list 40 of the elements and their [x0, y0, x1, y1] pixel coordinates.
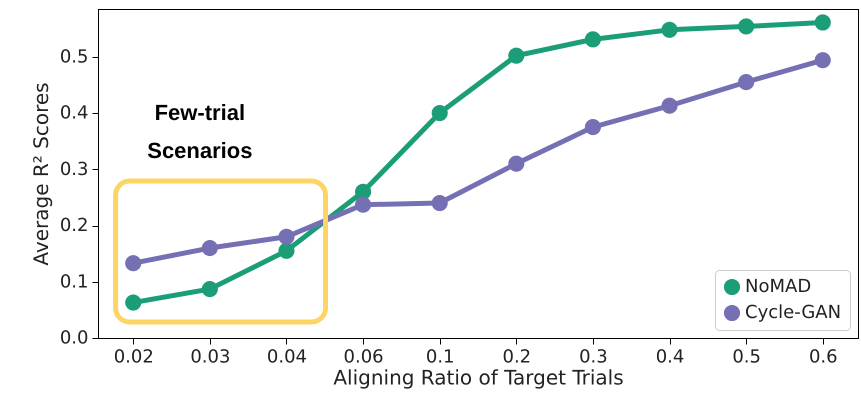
point — [278, 228, 295, 245]
point — [738, 74, 754, 90]
point — [278, 242, 295, 259]
x-tick-label: 0.5 — [732, 346, 761, 368]
x-tick-label: 0.04 — [266, 346, 308, 368]
legend-label: Cycle-GAN — [745, 302, 842, 323]
point — [738, 18, 754, 34]
y-tick-label: 0.3 — [60, 158, 88, 180]
point — [202, 240, 218, 256]
legend-label: NoMAD — [745, 276, 812, 297]
x-tick-label: 0.06 — [344, 346, 384, 368]
point — [508, 156, 524, 172]
point — [508, 48, 524, 64]
point — [202, 281, 218, 298]
y-tick-label: 0.1 — [60, 271, 88, 292]
point — [355, 196, 372, 213]
point — [584, 31, 601, 48]
y-tick-label: 0.5 — [60, 46, 88, 68]
y-tick-label: 0.0 — [60, 328, 88, 348]
point — [125, 255, 142, 272]
point — [661, 98, 678, 114]
y-tick-label: 0.2 — [60, 215, 88, 236]
x-tick-label: 0.03 — [190, 346, 230, 368]
point — [814, 14, 831, 31]
point — [584, 119, 601, 136]
x-tick-label: 0.02 — [114, 346, 154, 368]
x-tick-label: 0.3 — [579, 346, 608, 368]
y-axis-title: Average R² Scores — [28, 82, 53, 266]
y-tick-label: 0.4 — [60, 102, 88, 124]
point — [125, 294, 142, 311]
annotation: Few-trial Scenarios — [147, 100, 252, 163]
point — [814, 52, 831, 68]
x-tick-label: 0.2 — [502, 346, 532, 368]
x-tick-label: 0.1 — [426, 346, 455, 368]
point — [661, 22, 678, 38]
x-axis-title: Aligning Ratio of Target Trials — [333, 366, 624, 390]
x-tick-label: 0.6 — [808, 346, 838, 368]
point — [432, 104, 448, 122]
point — [432, 194, 448, 212]
x-tick-label: 0.4 — [656, 346, 684, 368]
